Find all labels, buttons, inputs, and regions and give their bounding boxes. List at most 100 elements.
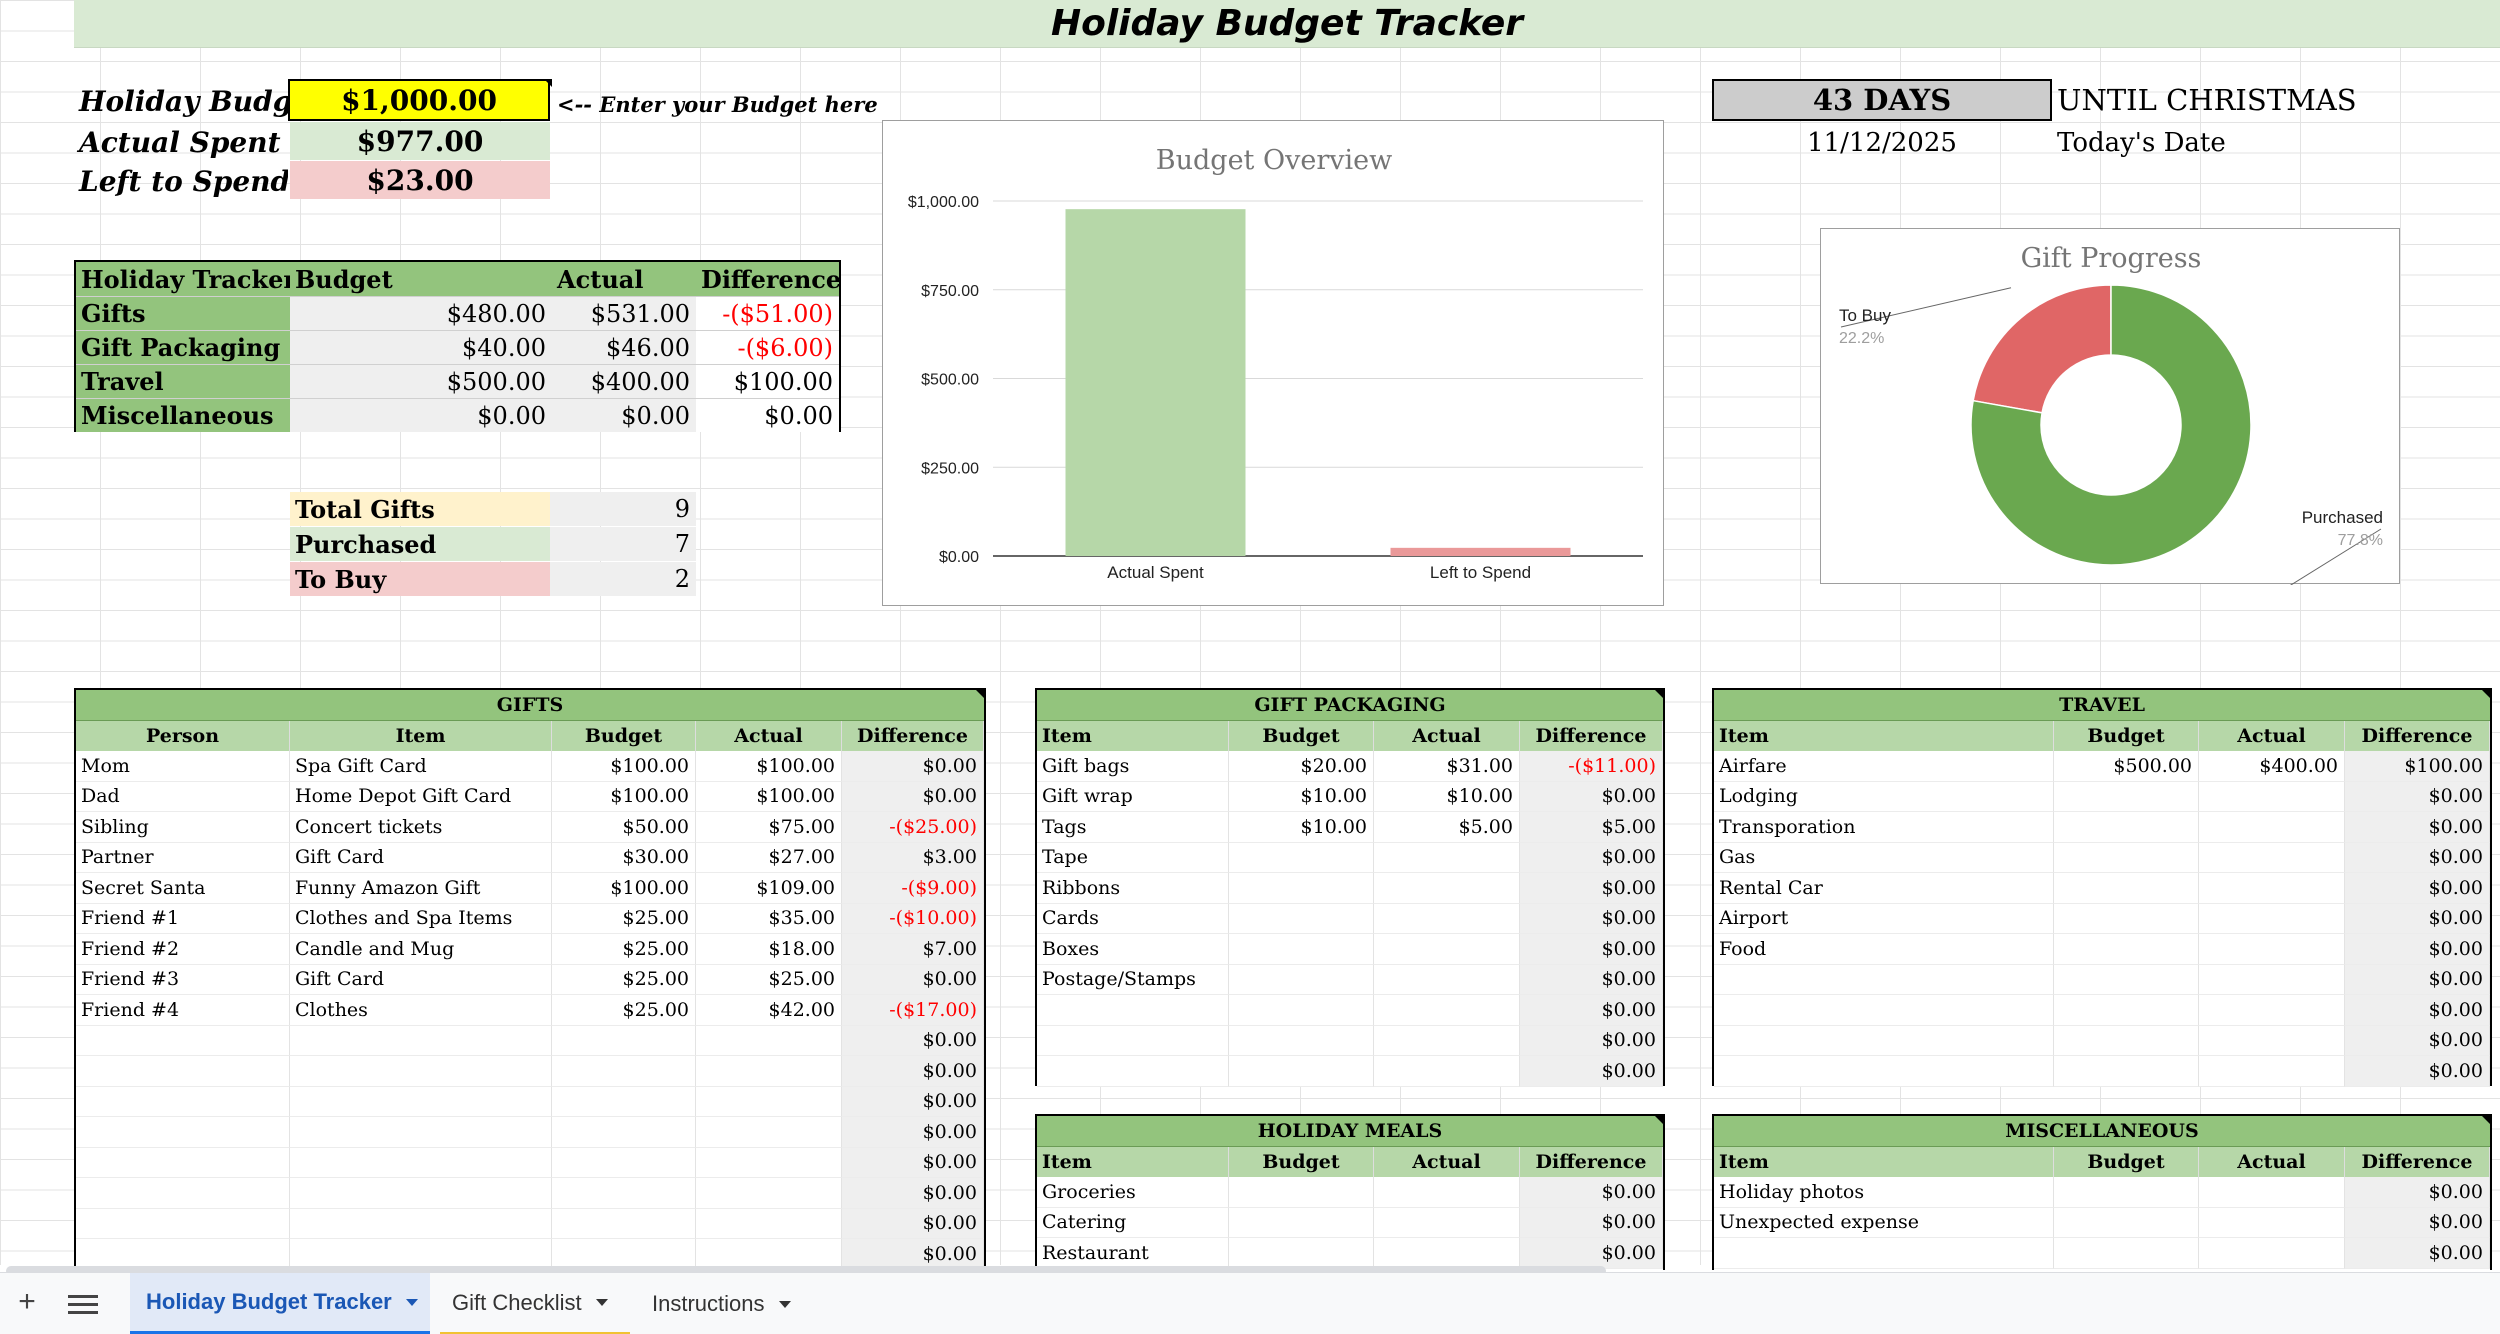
gifts-cell[interactable]: $0.00 (842, 964, 984, 995)
tab-instructions[interactable]: Instructions (640, 1273, 820, 1334)
gifts-cell[interactable] (290, 1239, 552, 1270)
travel-cell[interactable]: Gas (1714, 842, 2054, 873)
gifts-cell[interactable] (290, 1056, 552, 1087)
gifts-cell[interactable] (696, 1178, 842, 1209)
gifts-cell[interactable]: $3.00 (842, 842, 984, 873)
gifts-cell[interactable] (552, 1025, 696, 1056)
packaging-cell[interactable] (1374, 1025, 1520, 1056)
packaging-cell[interactable] (1374, 903, 1520, 934)
gifts-cell[interactable]: $0.00 (842, 1208, 984, 1239)
travel-cell[interactable] (1714, 1025, 2054, 1056)
gifts-cell[interactable]: $0.00 (842, 1056, 984, 1087)
travel-cell[interactable] (2054, 781, 2199, 812)
gifts-cell[interactable]: $100.00 (696, 751, 842, 782)
gifts-cell[interactable]: Sibling (76, 812, 290, 843)
travel-cell[interactable]: $0.00 (2345, 903, 2490, 934)
bar-0[interactable] (1065, 209, 1246, 556)
travel-cell[interactable]: $0.00 (2345, 812, 2490, 843)
gifts-cell[interactable]: Gift Card (290, 842, 552, 873)
packaging-cell[interactable] (1374, 1056, 1520, 1087)
gifts-cell[interactable]: $25.00 (552, 964, 696, 995)
gifts-cell[interactable] (552, 1086, 696, 1117)
travel-cell[interactable]: Transporation (1714, 812, 2054, 843)
travel-cell[interactable] (2054, 934, 2199, 965)
gifts-cell[interactable]: $27.00 (696, 842, 842, 873)
gifts-cell[interactable]: Mom (76, 751, 290, 782)
gifts-cell[interactable]: $35.00 (696, 903, 842, 934)
gifts-cell[interactable]: Clothes and Spa Items (290, 903, 552, 934)
packaging-cell[interactable] (1229, 842, 1374, 873)
misc-cell[interactable]: Unexpected expense (1714, 1207, 2054, 1238)
packaging-cell[interactable]: $0.00 (1520, 1025, 1663, 1056)
travel-cell[interactable] (2199, 781, 2345, 812)
gifts-cell[interactable] (696, 1147, 842, 1178)
gifts-cell[interactable] (696, 1117, 842, 1148)
meals-cell[interactable]: $0.00 (1520, 1177, 1663, 1208)
gifts-cell[interactable]: Funny Amazon Gift (290, 873, 552, 904)
gifts-cell[interactable]: Concert tickets (290, 812, 552, 843)
tab-holiday-budget-tracker[interactable]: Holiday Budget Tracker (130, 1273, 430, 1334)
total-gifts-value[interactable]: 9 (550, 492, 696, 526)
travel-cell[interactable] (2199, 1056, 2345, 1087)
gifts-cell[interactable] (76, 1208, 290, 1239)
days-count-cell[interactable]: 43 DAYS (1712, 79, 2052, 121)
tracker-actual-cell[interactable]: $0.00 (552, 398, 696, 432)
bar-1[interactable] (1390, 547, 1571, 556)
tracker-diff-cell[interactable]: -($6.00) (696, 330, 839, 364)
misc-cell[interactable] (2199, 1238, 2345, 1269)
tracker-budget-cell[interactable]: $500.00 (290, 364, 552, 398)
meals-cell[interactable] (1229, 1238, 1374, 1269)
packaging-cell[interactable]: Boxes (1037, 934, 1229, 965)
packaging-cell[interactable]: $10.00 (1374, 781, 1520, 812)
travel-cell[interactable] (2199, 812, 2345, 843)
misc-cell[interactable]: $0.00 (2345, 1238, 2490, 1269)
gifts-cell[interactable]: $0.00 (842, 1025, 984, 1056)
travel-cell[interactable]: $0.00 (2345, 781, 2490, 812)
packaging-cell[interactable] (1229, 1056, 1374, 1087)
tracker-diff-cell[interactable]: $100.00 (696, 364, 839, 398)
packaging-cell[interactable] (1229, 964, 1374, 995)
tab-dropdown-icon[interactable] (778, 1300, 791, 1308)
budget-value-cell[interactable]: $1,000.00 (288, 79, 550, 121)
packaging-cell[interactable] (1374, 842, 1520, 873)
gifts-cell[interactable] (696, 1208, 842, 1239)
travel-cell[interactable] (2199, 903, 2345, 934)
travel-cell[interactable]: $0.00 (2345, 995, 2490, 1026)
gifts-cell[interactable]: $109.00 (696, 873, 842, 904)
gifts-cell[interactable] (552, 1178, 696, 1209)
gifts-cell[interactable]: $0.00 (842, 1178, 984, 1209)
travel-cell[interactable] (2199, 873, 2345, 904)
gifts-cell[interactable] (76, 1147, 290, 1178)
gifts-cell[interactable]: $0.00 (842, 781, 984, 812)
gift-progress-chart[interactable]: Gift Progress To Buy 22.2% Purchased 77.8% (1820, 228, 2400, 623)
gifts-cell[interactable]: $25.00 (552, 934, 696, 965)
packaging-cell[interactable]: Tape (1037, 842, 1229, 873)
packaging-cell[interactable]: $31.00 (1374, 751, 1520, 782)
gifts-cell[interactable]: Clothes (290, 995, 552, 1026)
travel-cell[interactable] (2199, 1025, 2345, 1056)
meals-cell[interactable] (1374, 1238, 1520, 1269)
packaging-cell[interactable] (1037, 995, 1229, 1026)
left-value-cell[interactable]: $23.00 (290, 161, 550, 199)
travel-cell[interactable]: $0.00 (2345, 934, 2490, 965)
gifts-cell[interactable] (290, 1147, 552, 1178)
gifts-cell[interactable]: -($17.00) (842, 995, 984, 1026)
tobuy-value[interactable]: 2 (550, 562, 696, 596)
gifts-cell[interactable]: Home Depot Gift Card (290, 781, 552, 812)
donut-slice-0[interactable] (1972, 284, 2112, 414)
packaging-cell[interactable] (1037, 1056, 1229, 1087)
gifts-cell[interactable] (76, 1239, 290, 1270)
packaging-cell[interactable] (1229, 934, 1374, 965)
packaging-cell[interactable]: $5.00 (1520, 812, 1663, 843)
packaging-cell[interactable] (1229, 903, 1374, 934)
gifts-cell[interactable] (552, 1239, 696, 1270)
travel-cell[interactable] (2054, 873, 2199, 904)
meals-cell[interactable]: $0.00 (1520, 1207, 1663, 1238)
travel-cell[interactable]: $400.00 (2199, 751, 2345, 782)
gifts-cell[interactable]: $0.00 (842, 1117, 984, 1148)
travel-cell[interactable]: Airfare (1714, 751, 2054, 782)
packaging-cell[interactable]: Gift wrap (1037, 781, 1229, 812)
gifts-cell[interactable]: $0.00 (842, 751, 984, 782)
packaging-cell[interactable]: $0.00 (1520, 842, 1663, 873)
purchased-value[interactable]: 7 (550, 527, 696, 561)
